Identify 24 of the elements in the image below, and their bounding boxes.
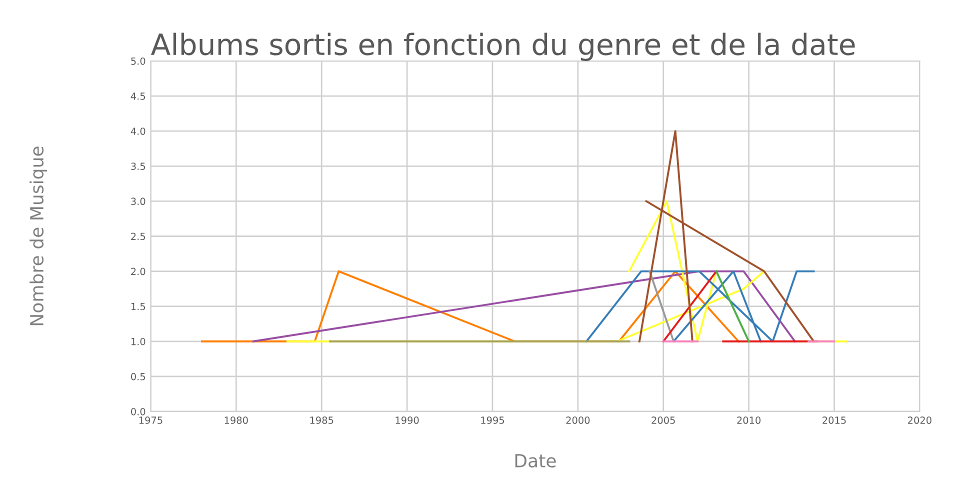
y-tick-label: 2.5 bbox=[131, 232, 146, 240]
y-axis-title: Nombre de Musique bbox=[30, 146, 48, 326]
x-tick-label: 1995 bbox=[481, 416, 504, 424]
x-tick-label: 2015 bbox=[822, 416, 846, 424]
y-tick-label: 4.5 bbox=[130, 92, 146, 100]
x-tick-label: 2010 bbox=[737, 416, 761, 424]
chart-title: Albums sortis en fonction du genre et de la date bbox=[150, 32, 855, 61]
x-tick-label: 1980 bbox=[224, 416, 248, 424]
y-tick-label: 0.0 bbox=[131, 408, 146, 416]
y-tick-label: 1.0 bbox=[131, 338, 146, 346]
x-tick-label: 1990 bbox=[396, 416, 419, 424]
x-tick-label: 1985 bbox=[310, 416, 334, 424]
x-tick-label: 2005 bbox=[652, 416, 675, 424]
y-tick-label: 2.0 bbox=[131, 268, 146, 276]
x-tick-label: 1975 bbox=[139, 416, 162, 424]
x-tick-label: 2020 bbox=[908, 416, 932, 424]
y-tick-label: 3.5 bbox=[131, 162, 146, 170]
x-axis-title: Date bbox=[515, 454, 556, 468]
y-tick-label: 0.5 bbox=[131, 372, 146, 380]
y-tick-label: 4.0 bbox=[130, 128, 146, 135]
y-tick-label: 3.0 bbox=[131, 198, 146, 206]
y-tick-label: 1.5 bbox=[131, 302, 146, 310]
x-tick-label: 2000 bbox=[566, 416, 590, 424]
y-tick-label: 5.0 bbox=[131, 57, 146, 65]
